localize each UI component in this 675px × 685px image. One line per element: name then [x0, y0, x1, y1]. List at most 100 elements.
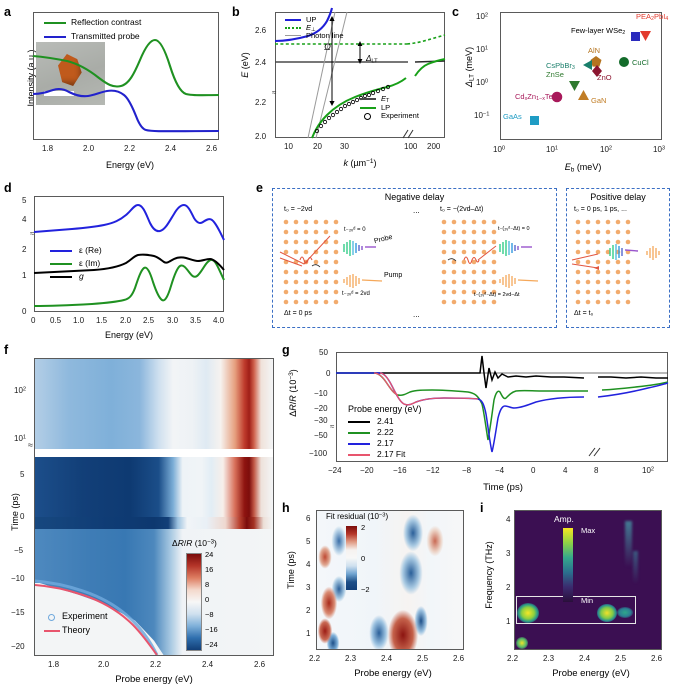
panel-d-xtick-5: 2.5: [143, 316, 155, 325]
panel-f-ytick-3: 0: [20, 512, 25, 521]
panel-h-ytick-0: 6: [306, 514, 311, 523]
panel-b-legend-line-photon: [285, 35, 301, 36]
panel-g-ylabel: ΔR/R (10−3): [288, 369, 298, 417]
panel-b-legend-label-et: ET: [381, 94, 390, 105]
panel-h-xtick-1: 2.3: [345, 654, 357, 663]
panel-f-label: f: [4, 343, 9, 357]
panel-h-xlabel: Probe energy (eV): [354, 668, 432, 679]
panel-i-label: i: [480, 501, 484, 515]
panel-i-ytick-2: 2: [506, 583, 511, 592]
panel-f-ytick-6: −15: [11, 608, 25, 617]
panel-e-cell-3-t0: t₀ = 0 ps, 1 ps, ...: [574, 206, 627, 213]
panel-b-xtick-4: 200: [427, 142, 441, 151]
panel-e-label: e: [256, 181, 263, 195]
panel-b-label: b: [232, 5, 240, 19]
panel-g-plot-frame: [336, 352, 668, 462]
panel-g-legend-title: Probe energy (eV): [348, 404, 422, 414]
panel-b-xtick-2: 30: [340, 142, 349, 151]
panel-c: c ΔLT (meV) PEA2PbI4 Few-layer WSe2 AlN …: [450, 0, 675, 182]
panel-d-ytick-1: 4: [22, 215, 27, 224]
panel-b-legend-label-experiment: Experiment: [381, 111, 419, 120]
panel-d-plot-frame: [34, 196, 224, 312]
panel-d-xtick-4: 2.0: [120, 316, 132, 325]
panel-e-cell-3-probe-pulse: [608, 244, 639, 260]
panel-f-xtick-3: 2.4: [202, 660, 214, 669]
panel-g-legend-label-241: 2.41: [377, 416, 394, 426]
panel-e-positive-delay-title: Positive delay: [590, 192, 646, 202]
panel-f-heatmap-t0-band: [35, 517, 273, 529]
panel-a-plot-frame: [33, 12, 219, 140]
panel-c-label: c: [452, 5, 459, 19]
panel-d-xtick-1: 0.5: [50, 316, 62, 325]
panel-i-colorbar-title: Amp.: [554, 514, 574, 524]
panel-h-ytick-5: 1: [306, 629, 311, 638]
panel-f-legend-line-theory: [44, 630, 60, 633]
panel-h-colorbar-title: Fit residual (10−3): [326, 512, 389, 521]
panel-d-ytick-2: 2: [22, 245, 27, 254]
panel-f-heatmap-frame: [34, 358, 274, 656]
panel-d-xtick-7: 3.5: [190, 316, 202, 325]
panel-f-xtick-1: 2.0: [98, 660, 110, 669]
panel-g-label: g: [282, 343, 290, 357]
panel-f-colorbar-tick-0: 24: [205, 550, 214, 559]
panel-d-legend-label-g: g: [79, 271, 84, 281]
panel-i-xtick-1: 2.3: [543, 654, 555, 663]
panel-h: h Time (ps) Fit residual (10−3) 2 0 −2 6…: [278, 498, 476, 685]
panel-i-ytick-1: 3: [506, 549, 511, 558]
panel-i-xtick-0: 2.2: [507, 654, 519, 663]
panel-b-xtick-1: 20: [313, 142, 322, 151]
panel-g-xtick-7: 4: [563, 466, 568, 475]
panel-g-ytick-5: −50: [314, 431, 328, 440]
panel-f-heatmap: [35, 359, 273, 655]
panel-b-ytick-1: 2.4: [255, 58, 267, 67]
panel-e-cell-1-pump-label: Pump: [384, 272, 403, 279]
panel-c-xlabel: Eb (meV): [564, 162, 602, 174]
panel-a-xtick-2: 2.2: [124, 144, 136, 153]
panel-b-annotation-omega: Ω: [324, 42, 331, 52]
panel-f-ytick-7: −20: [11, 642, 25, 651]
panel-a-xtick-1: 2.0: [83, 144, 95, 153]
panel-f-ytick-5: −10: [11, 574, 25, 583]
panel-g-legend-line-217: [348, 443, 370, 446]
panel-i-ylabel: Frequency (THz): [484, 541, 494, 609]
panel-f-legend-label-experiment: Experiment: [62, 611, 108, 621]
panel-f-colorbar-tick-1: 16: [205, 565, 214, 574]
panel-e-cell-2-t-probe: t₋(₂ᵥᵈ₋Δt) = 0: [498, 226, 530, 232]
panel-h-colorbar-tick-max: 2: [361, 523, 366, 532]
panel-h-colorbar-tick-zero: 0: [361, 554, 366, 563]
panel-f-heatmap-log-region: [35, 359, 273, 449]
panel-f-colorbar-title: ΔR/R (10−3): [172, 538, 217, 548]
panel-a-xlabel: Energy (eV): [105, 160, 155, 170]
panel-a-legend-label-reflection: Reflection contrast: [71, 17, 142, 27]
panel-e-cell-2-lattice: [441, 219, 497, 305]
panel-g-xtick-8: 8: [594, 466, 599, 475]
panel-b-plot-frame: [275, 12, 445, 138]
panel-g-xtick-4: −8: [462, 466, 472, 475]
panel-f-colorbar-tick-2: 8: [205, 580, 210, 589]
panel-e-cell-1-pump-pulse: [342, 274, 383, 288]
panel-a-xtick-4: 2.6: [206, 144, 218, 153]
panel-d-xtick-6: 3.0: [167, 316, 179, 325]
panel-g-legend-line-241: [348, 421, 370, 424]
panel-g-ytick-1: 0: [326, 369, 331, 378]
panel-f: f Time (ps) ΔR/R (10−3) 24 16 8 0 −8 −16…: [0, 342, 278, 685]
panel-g-xtick-3: −12: [426, 466, 440, 475]
panel-i-highlight-box: [516, 596, 636, 624]
panel-a-xtick-3: 2.4: [165, 144, 177, 153]
panel-e-cell-2: t₀ = −(2vd–Δt): [440, 206, 558, 322]
panel-c-point-label-gaas: GaAs: [503, 112, 522, 121]
panel-f-colorbar-tick-3: 0: [205, 595, 210, 604]
panel-g-ytick-2: −10: [314, 389, 328, 398]
panel-a-legend-line-transmitted: [44, 36, 66, 39]
panel-f-theory-and-experiment: [35, 579, 159, 655]
panel-d-ytick-4: 0: [22, 307, 27, 316]
panel-a: a Intensity (a.u.) Reflection contrast T…: [0, 0, 228, 182]
panel-f-colorbar-tick-5: −16: [205, 625, 218, 634]
panel-c-ytick-2: 100: [476, 78, 489, 87]
panel-e: e Negative delay t₀ = −2vd: [250, 182, 675, 342]
panel-g-xtick-5: −4: [495, 466, 505, 475]
panel-e-cell-2-pump-pulse: [498, 274, 539, 288]
panel-d-legend-line-eps-re: [50, 250, 72, 253]
panel-e-cell-1-t-pump: t₋₂ᵥᵈ = 2vd: [342, 291, 370, 297]
panel-f-xlabel: Probe energy (eV): [115, 674, 193, 685]
